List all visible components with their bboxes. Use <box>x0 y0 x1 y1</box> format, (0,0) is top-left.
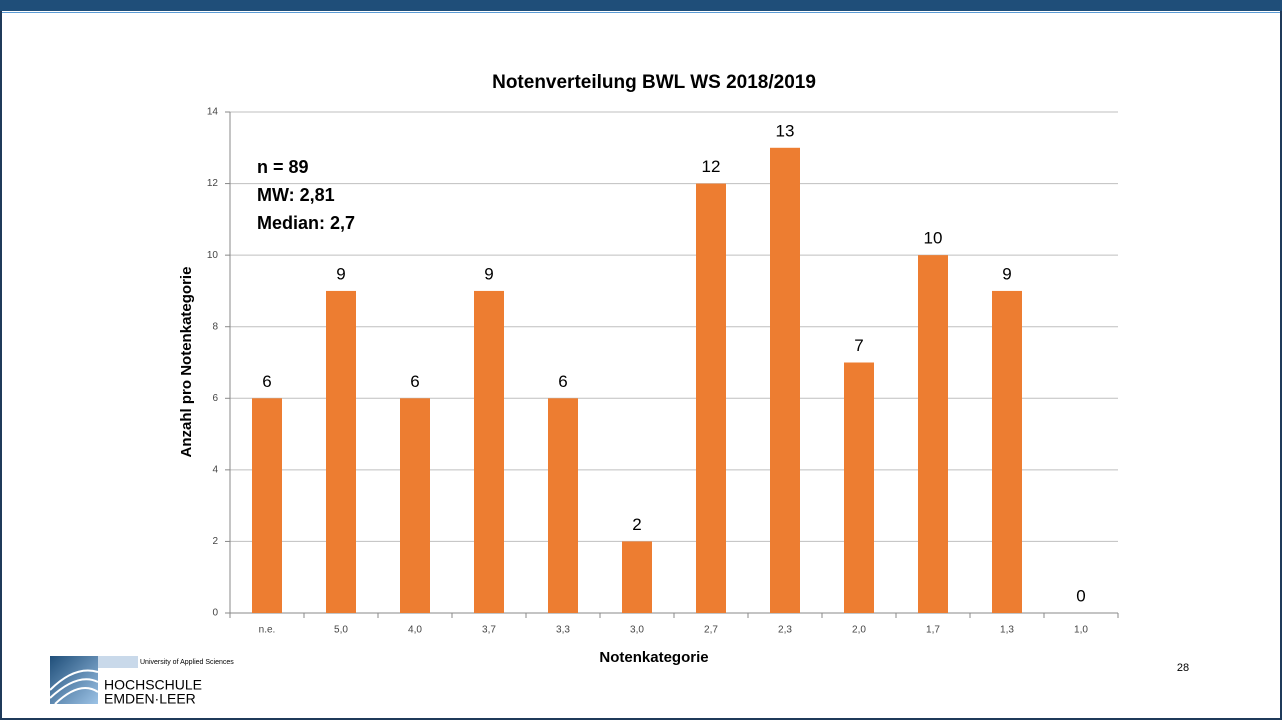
page-number: 28 <box>1177 662 1189 674</box>
bar <box>696 183 726 614</box>
y-tick-label: 6 <box>212 393 218 404</box>
logo-band <box>98 656 138 668</box>
bar <box>918 255 948 613</box>
x-tick-label: 1,0 <box>1074 625 1088 636</box>
logo: University of Applied Sciences HOCHSCHUL… <box>49 656 234 707</box>
annotation: n = 89 <box>257 157 309 177</box>
data-label: 9 <box>484 264 493 283</box>
annotation: Median: 2,7 <box>257 213 355 233</box>
logo-line2: EMDEN·LEER <box>104 691 196 707</box>
x-tick-label: 1,7 <box>926 625 940 636</box>
x-tick-label: 4,0 <box>408 625 422 636</box>
logo-line1: HOCHSCHULE <box>104 677 202 693</box>
x-axis-label: Notenkategorie <box>599 649 708 666</box>
top-bar <box>0 0 1282 11</box>
data-label: 0 <box>1076 586 1085 605</box>
bar <box>992 290 1022 613</box>
data-label: 13 <box>776 121 795 140</box>
chart-title: Notenverteilung BWL WS 2018/2019 <box>492 72 816 93</box>
bar <box>844 362 874 613</box>
bar <box>326 290 356 613</box>
logo-waves <box>49 669 99 705</box>
data-label: 9 <box>1002 264 1011 283</box>
bar <box>770 147 800 614</box>
y-tick-label: 14 <box>207 107 219 118</box>
data-label: 9 <box>336 264 345 283</box>
bar <box>252 398 282 613</box>
data-label: 6 <box>262 372 271 391</box>
x-tick-label: n.e. <box>259 625 276 636</box>
x-tick-label: 1,3 <box>1000 625 1014 636</box>
x-tick-label: 2,3 <box>778 625 792 636</box>
data-label: 10 <box>924 229 943 248</box>
x-tick-label: 3,7 <box>482 625 496 636</box>
bar <box>474 290 504 613</box>
y-tick-label: 8 <box>212 321 218 332</box>
x-tick-label: 5,0 <box>334 625 348 636</box>
data-label: 2 <box>632 515 641 534</box>
data-label: 6 <box>558 372 567 391</box>
annotation: MW: 2,81 <box>257 185 335 205</box>
bar <box>622 541 652 613</box>
bar <box>548 398 578 613</box>
y-tick-label: 12 <box>207 178 219 189</box>
y-tick-label: 10 <box>207 250 219 261</box>
data-label: 12 <box>702 157 721 176</box>
y-tick-label: 0 <box>212 608 218 619</box>
data-label: 7 <box>854 336 863 355</box>
x-tick-label: 3,3 <box>556 625 570 636</box>
x-tick-label: 2,7 <box>704 625 718 636</box>
y-tick-label: 2 <box>212 536 218 547</box>
y-axis-label: Anzahl pro Notenkategorie <box>178 267 195 458</box>
bar <box>400 398 430 613</box>
x-tick-label: 3,0 <box>630 625 644 636</box>
y-tick-label: 4 <box>212 464 218 475</box>
x-tick-label: 2,0 <box>852 625 866 636</box>
data-label: 6 <box>410 372 419 391</box>
logo-tagline: University of Applied Sciences <box>140 659 234 666</box>
